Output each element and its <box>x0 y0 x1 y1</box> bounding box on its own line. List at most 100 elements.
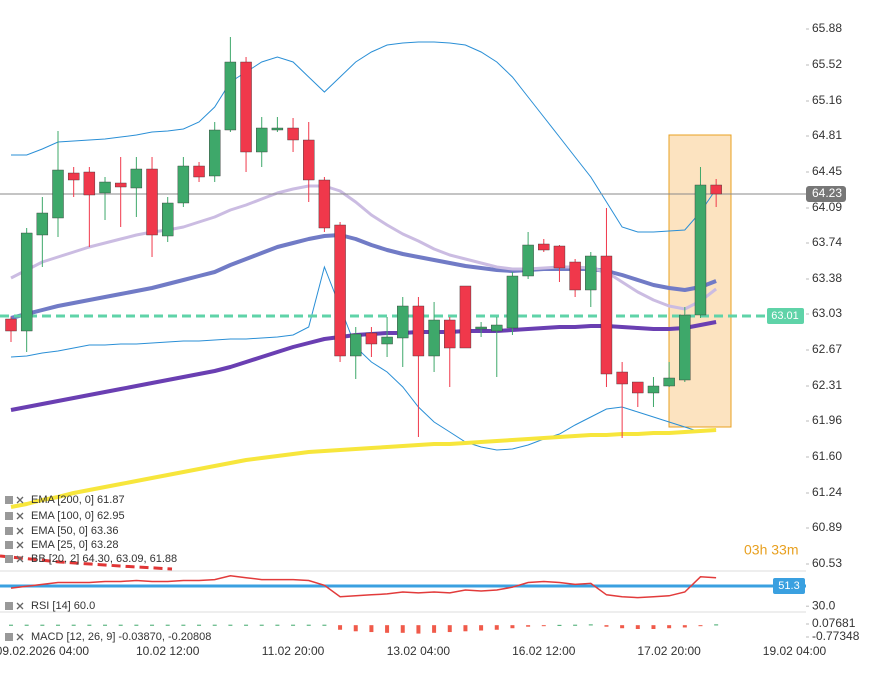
y-tick-label: 63.74 <box>812 235 842 249</box>
macd-bar <box>291 624 296 626</box>
x-tick-label: 17.02 20:00 <box>637 644 701 658</box>
macd-bar <box>369 625 374 633</box>
legend-close-icon <box>16 527 24 535</box>
y-tick-label: 62.67 <box>812 342 842 356</box>
candle-body <box>381 336 393 345</box>
macd-bar <box>134 624 139 626</box>
macd-bar <box>306 624 311 626</box>
x-tick-label: 16.02 12:00 <box>512 644 576 658</box>
macd-bar <box>604 625 609 627</box>
legend-icon <box>5 555 13 563</box>
candle-body <box>506 275 519 329</box>
legend-label: EMA [100, 0] 62.95 <box>31 510 125 522</box>
macd-bar <box>165 624 170 626</box>
y-tick-label: 30.0 <box>812 598 836 612</box>
candle-body <box>146 168 158 236</box>
legend-icon <box>5 527 13 535</box>
macd-bar <box>432 625 437 633</box>
candle-body <box>412 305 425 357</box>
macd-bar <box>541 625 546 627</box>
macd-bar <box>620 625 625 629</box>
macd-bar <box>557 624 562 626</box>
y-tick-label: 64.09 <box>812 200 842 214</box>
x-tick-label: 10.02 12:00 <box>136 644 200 658</box>
legend-label: EMA [25, 0] 63.28 <box>31 539 118 551</box>
macd-bar <box>479 625 484 631</box>
rsi-level-box <box>773 577 805 594</box>
candle-body <box>522 244 534 277</box>
legend-close-icon <box>16 633 24 641</box>
candle-body <box>20 232 33 332</box>
candle-body <box>318 179 331 229</box>
candle-body <box>585 255 597 291</box>
ema-line <box>10 184 718 311</box>
macd-bar <box>698 625 703 627</box>
y-tick-label: 64.45 <box>812 164 842 178</box>
macd-bar <box>150 624 155 626</box>
y-tick-label: -0.77348 <box>812 629 860 643</box>
candle-body <box>663 377 675 387</box>
macd-bar <box>197 624 202 626</box>
y-tick-label: 60.89 <box>812 520 842 534</box>
rsi-line <box>10 575 717 599</box>
legend-close-icon <box>16 512 24 520</box>
candle-body <box>710 184 722 195</box>
macd-bar <box>71 624 76 626</box>
legend-label: EMA [50, 0] 63.36 <box>31 525 118 537</box>
legend-close-icon <box>16 496 24 504</box>
level-label: 63.01 <box>771 310 799 322</box>
candle-body <box>334 224 346 357</box>
macd-bar <box>275 624 280 626</box>
macd-bar <box>416 625 421 634</box>
macd-bar <box>40 624 45 626</box>
macd-bar <box>212 624 217 626</box>
candle-body <box>647 385 660 394</box>
candle-body <box>5 318 17 332</box>
candle-body <box>209 129 221 177</box>
legend-close-icon <box>16 541 24 549</box>
candle-body <box>130 168 143 189</box>
candle-body <box>444 319 456 349</box>
candle-body <box>538 243 550 251</box>
legend-icon <box>5 512 13 520</box>
plot-layer: 65.88 65.52 65.16 64.81 64.45 64.09 63.74 63.38… <box>0 21 860 658</box>
legend-label: RSI [14] 60.0 <box>31 600 95 612</box>
candle-body <box>193 165 205 178</box>
x-tick-label: 13.02 04:00 <box>387 644 451 658</box>
macd-bar <box>338 625 343 630</box>
candle-body <box>569 261 581 291</box>
candle-body <box>491 324 503 332</box>
band-line <box>11 41 717 233</box>
candle-body <box>632 381 644 394</box>
candle-body <box>475 326 487 330</box>
band-line <box>10 265 717 451</box>
candle-body <box>350 333 362 357</box>
legend-icon <box>5 602 13 610</box>
macd-bar <box>181 624 186 626</box>
candle-body <box>271 127 284 131</box>
legend-icon <box>5 633 13 641</box>
drawing-line <box>0 554 173 571</box>
ema-line <box>10 320 717 412</box>
y-tick-label: 61.96 <box>812 413 842 427</box>
macd-bar <box>667 625 672 629</box>
y-tick-label: 62.31 <box>812 378 842 392</box>
y-tick-label: 63.03 <box>812 306 842 320</box>
y-tick-label: 0.07681 <box>812 616 856 630</box>
macd-bar <box>526 625 531 627</box>
macd-bar <box>682 625 687 628</box>
macd-bar <box>87 624 92 626</box>
macd-bar <box>510 625 515 629</box>
legend-label: BB [20, 2] 64.30, 63.09, 61.88 <box>31 553 177 565</box>
candle-body <box>459 285 472 349</box>
candle-body <box>256 127 268 153</box>
macd-bar <box>9 624 13 626</box>
candle-body <box>83 171 96 196</box>
candle-body <box>428 319 440 357</box>
y-tick-label: 63.38 <box>812 271 842 285</box>
macd-bar <box>56 624 61 626</box>
legend-label: EMA [200, 0] 61.87 <box>31 494 125 506</box>
macd-bar <box>228 624 233 626</box>
y-tick-label: 61.60 <box>812 449 842 463</box>
